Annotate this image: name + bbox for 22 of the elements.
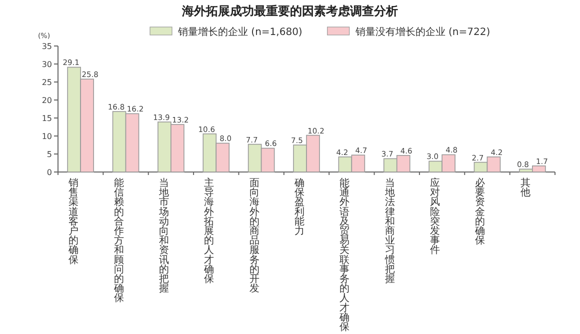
category-label: 面向海外的商品服务的开发 (249, 178, 260, 295)
category-label: 当地市场动向和资讯的把握 (158, 178, 169, 295)
category-label: 能通外语及贸易关联事务的人才确保 (340, 178, 350, 333)
y-tick-label: 15 (42, 114, 52, 123)
category-label: 当地法律和商业习惯把握 (384, 178, 395, 285)
y-tick-label: 35 (42, 42, 52, 51)
x-tick-label: 必要资金的确保 (474, 177, 486, 247)
legend-label: 销量没有增长的企业 (n=722) (354, 26, 490, 38)
category-label: 主导海外拓展的人才确保 (204, 178, 214, 285)
legend-label: 销量增长的企业 (n=1,680) (177, 26, 302, 38)
category-label: 销售渠道客户的确保 (68, 178, 79, 266)
x-tick-label: 确保盈利能力 (294, 178, 304, 237)
y-tick-label: 20 (42, 96, 52, 105)
x-tick-label: 其他 (520, 177, 530, 199)
y-tick-label: 10 (42, 132, 52, 141)
y-tick-label: 0 (46, 168, 52, 177)
chart-title: 海外拓展成功最重要的因素考虑调查分析 (181, 4, 398, 18)
y-tick-label: 30 (42, 60, 52, 69)
y-tick-label: 5 (46, 150, 52, 159)
x-tick-label: 应对风险突发事件 (430, 177, 440, 256)
category-label: 能信赖的合作方和顾问的确保 (114, 178, 124, 304)
y-tick-label: 25 (42, 78, 52, 87)
